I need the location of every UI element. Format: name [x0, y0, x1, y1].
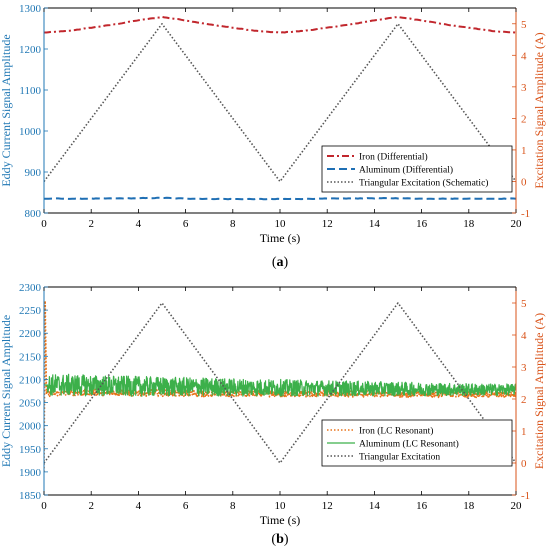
y-left-tick-label: 2300 [19, 282, 42, 294]
y-left-axis-label: Eddy Current Signal Amplitude [0, 34, 13, 186]
series-line-2 [44, 196, 516, 201]
x-tick-label: 8 [230, 218, 236, 230]
y-left-tick-label: 1200 [19, 44, 42, 56]
legend-entry-label: Aluminum (Differential) [359, 165, 453, 176]
legend-entry-label: Triangular Excitation [359, 453, 440, 463]
y-right-tick-label: 1 [521, 145, 527, 157]
y-right-tick-label: 4 [521, 50, 527, 62]
x-tick-label: 18 [463, 500, 475, 512]
series-line-1 [44, 15, 516, 34]
y-left-tick-label: 1000 [19, 126, 42, 138]
series-line-3 [44, 302, 516, 464]
y-left-tick-label: 2000 [19, 421, 42, 433]
plot-area [44, 300, 516, 472]
y-right-axis-label: Excitation Signal Amplitude (A) [532, 313, 546, 469]
x-tick-label: 18 [463, 218, 475, 230]
x-tick-label: 2 [88, 500, 94, 512]
legend: Iron (LC Resonant) Aluminum (LC Resonant)… [321, 419, 513, 467]
y-left-tick-label: 2050 [19, 398, 42, 410]
x-tick-label: 20 [511, 500, 523, 512]
x-tick-label: 8 [230, 500, 236, 512]
y-left-tick-label: 1100 [19, 85, 41, 97]
x-tick-label: 4 [136, 500, 142, 512]
x-tick-label: 12 [322, 500, 333, 512]
y-right-tick-label: 2 [521, 394, 527, 406]
y-left-tick-label: 2200 [19, 328, 42, 340]
x-tick-label: 10 [275, 500, 287, 512]
y-right-tick-label: 4 [521, 330, 527, 342]
x-tick-label: 10 [275, 218, 287, 230]
x-tick-label: 14 [369, 500, 381, 512]
y-left-tick-label: 2100 [19, 374, 42, 386]
y-right-tick-label: -1 [521, 208, 530, 220]
y-left-tick-label: 2150 [19, 351, 42, 363]
x-axis-label: Time (s) [260, 231, 301, 245]
legend-entry-label: Iron (LC Resonant) [359, 426, 433, 437]
y-left-axis-label: Eddy Current Signal Amplitude [0, 315, 13, 467]
series-line-2 [44, 373, 516, 397]
y-right-axis-label: Excitation Signal Amplitude (A) [532, 32, 546, 188]
y-right-tick-label: 3 [521, 82, 527, 94]
y-left-tick-label: 800 [25, 208, 42, 220]
legend-entry-label: Triangular Excitation (Schematic) [359, 178, 488, 189]
panel-a-chart: 0 2 4 6 8 10 12 14 16 18 208009001000110012001300-… [0, 3, 546, 270]
x-tick-label: 6 [183, 218, 189, 230]
x-tick-label: 0 [41, 218, 47, 230]
y-right-tick-label: 2 [521, 113, 527, 125]
x-tick-label: 4 [136, 218, 142, 230]
y-right-tick-label: 3 [521, 362, 527, 374]
y-left-tick-label: 2250 [19, 305, 42, 317]
y-left-tick-label: 1850 [19, 490, 42, 502]
x-tick-label: 14 [369, 218, 381, 230]
panel-b-chart: 0 2 4 6 8 10 12 14 16 18 2018501900195020002050210… [0, 282, 546, 547]
y-right-tick-label: 0 [521, 176, 527, 188]
y-left-tick-label: 1300 [19, 3, 42, 15]
x-tick-label: 2 [88, 218, 94, 230]
legend-entry-label: Aluminum (LC Resonant) [359, 439, 459, 450]
panel-label: (b) [271, 532, 288, 547]
x-tick-label: 0 [41, 500, 47, 512]
x-tick-label: 16 [416, 500, 428, 512]
y-left-tick-label: 1900 [19, 467, 42, 479]
y-left-tick-label: 900 [25, 167, 42, 179]
y-right-tick-label: 1 [521, 426, 527, 438]
y-right-tick-label: 0 [521, 458, 527, 470]
panel-label: (a) [272, 255, 289, 270]
y-right-tick-label: -1 [521, 490, 530, 502]
legend-entry-label: Iron (Differential) [359, 152, 428, 163]
x-axis-label: Time (s) [260, 513, 301, 527]
plot-area [44, 15, 516, 201]
x-tick-label: 6 [183, 500, 189, 512]
y-right-tick-label: 5 [521, 298, 527, 310]
x-tick-label: 12 [322, 218, 333, 230]
y-right-tick-label: 5 [521, 19, 527, 31]
x-tick-label: 16 [416, 218, 428, 230]
y-left-tick-label: 1950 [19, 444, 42, 456]
x-tick-label: 20 [511, 218, 523, 230]
legend: Iron (Differential) Aluminum (Differentia… [321, 145, 513, 193]
